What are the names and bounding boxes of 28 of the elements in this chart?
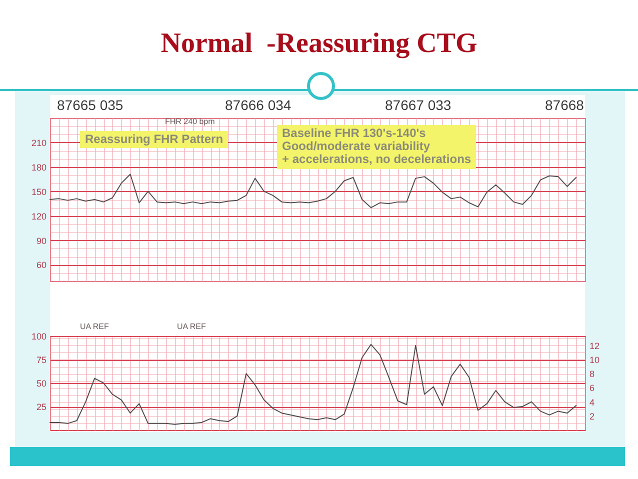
y2-tick-label: 10	[590, 354, 600, 365]
y-tick-label: 25	[36, 402, 46, 412]
y-tick-label: 60	[36, 260, 46, 270]
text: 87668	[545, 97, 584, 114]
text: UA REF	[177, 322, 206, 332]
y-tick-label: 100	[31, 332, 46, 342]
line-series	[50, 174, 577, 208]
y2-tick-label: 2	[590, 411, 595, 422]
y2-tick-label: 6	[590, 383, 595, 394]
y-tick-label: 120	[31, 211, 46, 222]
y2-tick-label: 8	[590, 369, 595, 380]
chart-title: Normal -Reassuring CTG	[160, 28, 478, 60]
text: 87665 035	[57, 97, 124, 114]
y-tick-label: 90	[36, 236, 46, 246]
annotation: FHR 240 bpm	[165, 117, 215, 127]
annotation: Reassuring FHR Pattern	[80, 131, 228, 148]
y-tick-label: 50	[36, 378, 46, 388]
text: 87666 034	[225, 97, 292, 114]
y-tick-label: 75	[36, 355, 46, 365]
y-tick-label: 210	[31, 138, 46, 148]
y-tick-label: 180	[31, 162, 46, 172]
y2-tick-label: 4	[590, 397, 595, 408]
line-series	[50, 344, 577, 425]
y-tick-label: 150	[31, 186, 46, 197]
text: UA REF	[80, 322, 109, 332]
text: 87667 033	[385, 97, 452, 114]
y2-tick-label: 12	[590, 340, 600, 351]
annotation: Baseline FHR 130's-140's Good/moderate variability + accelerations, no decelerations	[277, 125, 476, 169]
